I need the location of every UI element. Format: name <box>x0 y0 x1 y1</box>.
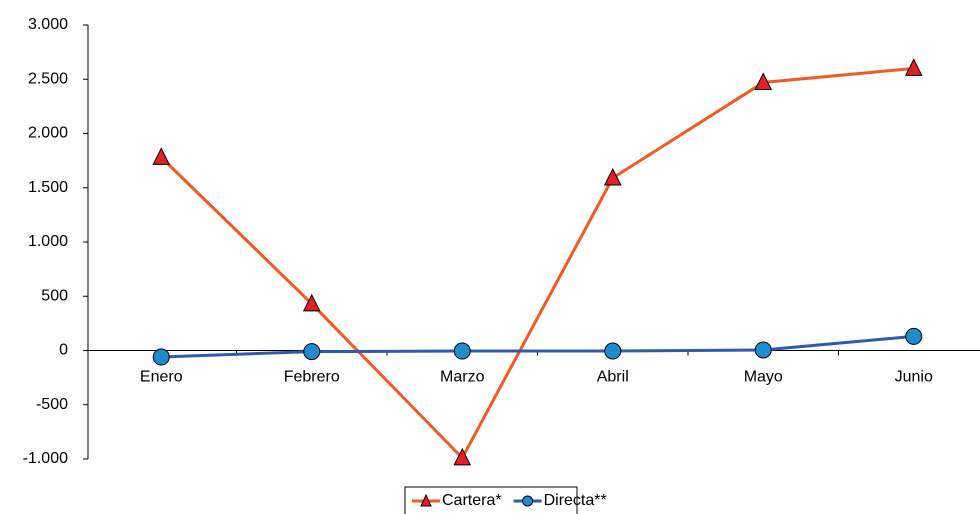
marker <box>754 341 772 359</box>
legend: Cartera* Directa** <box>404 486 607 514</box>
marker <box>152 348 170 366</box>
marker <box>604 342 622 360</box>
x-tick-label: Febrero <box>284 369 340 386</box>
y-tick-label: 3.000 <box>28 16 68 33</box>
marker <box>603 167 622 186</box>
y-tick-label: 2.500 <box>28 70 68 87</box>
marker <box>904 58 923 76</box>
marker <box>302 293 321 312</box>
y-tick-label: 1.500 <box>28 179 68 196</box>
x-tick-label: Marzo <box>440 369 485 386</box>
marker <box>453 447 472 466</box>
marker <box>152 147 171 165</box>
y-tick-label: -1.000 <box>23 450 68 467</box>
y-tick-label: 1.000 <box>28 233 68 250</box>
legend-label: Directa** <box>544 492 607 509</box>
marker <box>522 495 534 507</box>
y-tick-label: 500 <box>41 287 68 304</box>
marker <box>905 327 923 345</box>
y-tick-label: 0 <box>59 342 68 359</box>
y-tick-label: 2.000 <box>28 125 68 142</box>
marker <box>453 342 471 360</box>
x-tick-label: Junio <box>895 369 933 386</box>
series-line <box>161 334 914 359</box>
x-tick-label: Abril <box>597 369 629 386</box>
legend-label: Cartera* <box>442 492 502 509</box>
marker <box>754 72 773 91</box>
x-tick-label: Mayo <box>744 369 783 386</box>
series-line <box>160 66 914 461</box>
y-tick-label: -500 <box>36 396 68 413</box>
marker <box>420 493 432 507</box>
marker <box>303 343 321 361</box>
x-tick-label: Enero <box>140 369 183 386</box>
